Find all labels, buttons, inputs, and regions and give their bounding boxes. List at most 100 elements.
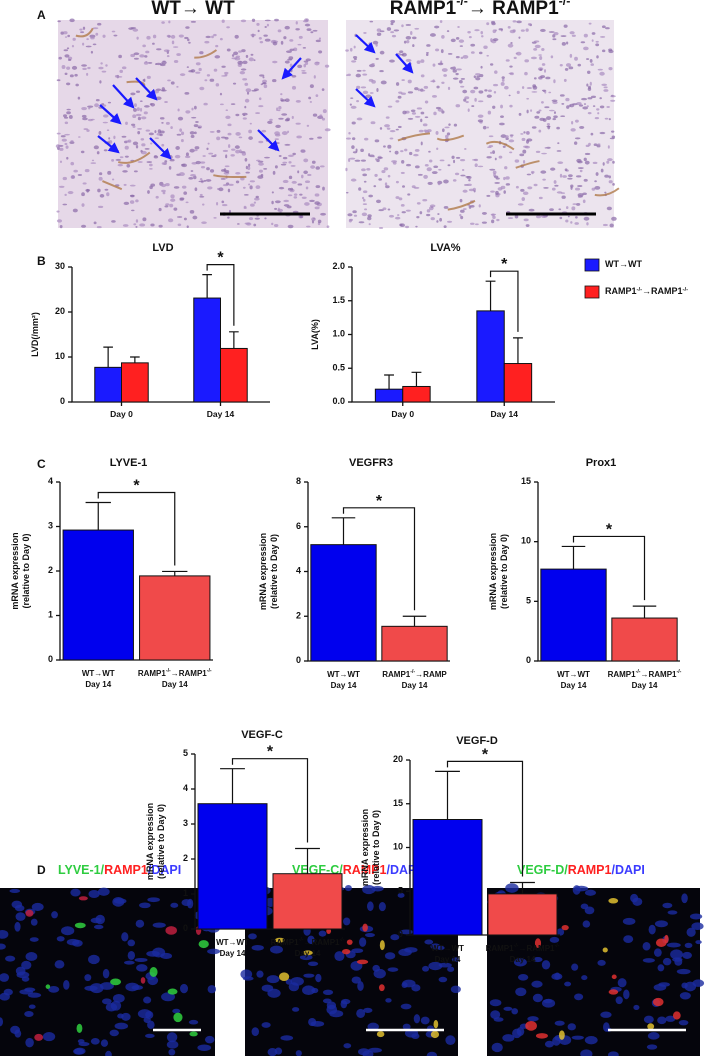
x-tick-label: RAMP1-/-→RAMP1-/- [271,937,345,947]
nucleus [144,147,150,150]
nucleus [87,105,94,108]
x-tick-label: Day 14 [491,409,519,419]
bar [139,575,211,661]
nucleus [199,161,206,164]
nucleus [470,89,476,94]
nucleus [282,156,288,160]
nucleus [150,142,153,145]
nucleus [206,74,211,77]
nucleus [244,82,249,86]
nucleus [689,913,703,920]
nucleus [467,108,470,112]
nucleus [345,49,349,52]
nucleus [600,1011,612,1018]
nucleus [546,146,551,149]
nucleus [152,42,155,45]
nucleus [623,989,630,1000]
nucleus [455,104,461,108]
nucleus [547,125,551,130]
nucleus [295,122,301,125]
nucleus [180,131,185,136]
nucleus [489,168,496,171]
nucleus [62,203,68,206]
nucleus [318,50,323,54]
nucleus [594,116,600,120]
signal [430,1030,440,1039]
nucleus [477,114,484,118]
nucleus [378,902,386,912]
nucleus [274,207,278,210]
nucleus [154,130,157,134]
signal [173,1012,183,1023]
signal [379,940,385,951]
nucleus [106,129,110,132]
nucleus [221,65,226,68]
nucleus [491,22,496,26]
nucleus [315,39,321,43]
nucleus [364,932,375,938]
nucleus [397,214,400,216]
nucleus [498,155,503,159]
nucleus [159,133,163,137]
nucleus [163,49,170,52]
nucleus [253,223,257,227]
chart-title: VEGF-D [456,735,498,747]
nucleus [148,132,154,136]
bar [540,568,607,662]
nucleus [56,210,60,213]
y-axis-label: mRNA expression [360,809,370,886]
significance-bracket [446,760,524,877]
nucleus [368,42,371,46]
nucleus [411,984,421,992]
nucleus [543,69,547,73]
nucleus [99,982,114,990]
nucleus [523,131,526,134]
nucleus [553,111,556,115]
nucleus [575,119,579,123]
nucleus [259,40,264,44]
vessel [194,49,218,59]
nucleus [263,34,268,37]
signal [78,896,88,901]
nucleus [681,893,688,904]
nucleus [574,885,589,892]
nucleus [346,74,349,77]
nucleus [657,1016,667,1025]
nucleus [133,223,137,226]
nucleus [599,97,602,100]
nucleus [206,147,209,151]
nucleus [653,948,662,957]
nucleus [159,63,166,67]
y-tick-label: 0 [526,655,531,665]
nucleus [150,223,155,227]
nucleus [224,136,229,140]
nucleus [239,71,246,75]
nucleus [538,129,542,133]
nucleus [214,153,217,157]
nucleus [180,164,186,166]
nucleus [221,169,226,172]
nucleus [284,25,290,30]
signal [140,977,146,984]
nucleus [135,145,139,149]
nucleus [571,34,576,37]
nucleus [266,975,280,984]
nucleus [302,985,316,995]
nucleus [476,75,481,78]
nucleus [307,961,319,967]
nucleus [207,948,221,955]
nucleus [310,165,316,169]
nucleus [340,998,351,1005]
nucleus [560,35,567,37]
nucleus [222,184,229,187]
nucleus [348,158,351,163]
nucleus [492,105,496,109]
nucleus [420,141,423,146]
nucleus [64,133,70,136]
error-bar [435,770,460,820]
nucleus [204,79,208,82]
nucleus [274,133,281,137]
nucleus [115,158,122,161]
nucleus [165,203,170,206]
nucleus [527,23,532,26]
